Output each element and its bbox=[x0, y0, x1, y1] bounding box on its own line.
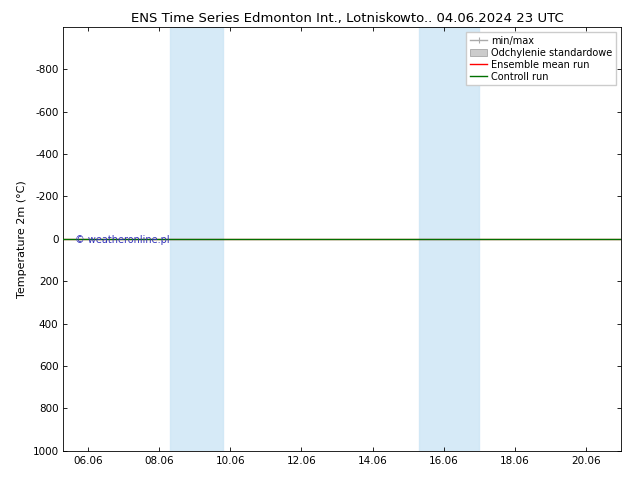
Y-axis label: Temperature 2m (°C): Temperature 2m (°C) bbox=[17, 180, 27, 298]
Bar bbox=[170, 27, 223, 451]
Bar bbox=[419, 27, 479, 451]
Legend: min/max, Odchylenie standardowe, Ensemble mean run, Controll run: min/max, Odchylenie standardowe, Ensembl… bbox=[466, 32, 616, 85]
Text: wto.. 04.06.2024 23 UTC: wto.. 04.06.2024 23 UTC bbox=[400, 12, 564, 25]
Text: ENS Time Series Edmonton Int., Lotnisko: ENS Time Series Edmonton Int., Lotnisko bbox=[131, 12, 401, 25]
Text: © weatheronline.pl: © weatheronline.pl bbox=[75, 235, 169, 245]
